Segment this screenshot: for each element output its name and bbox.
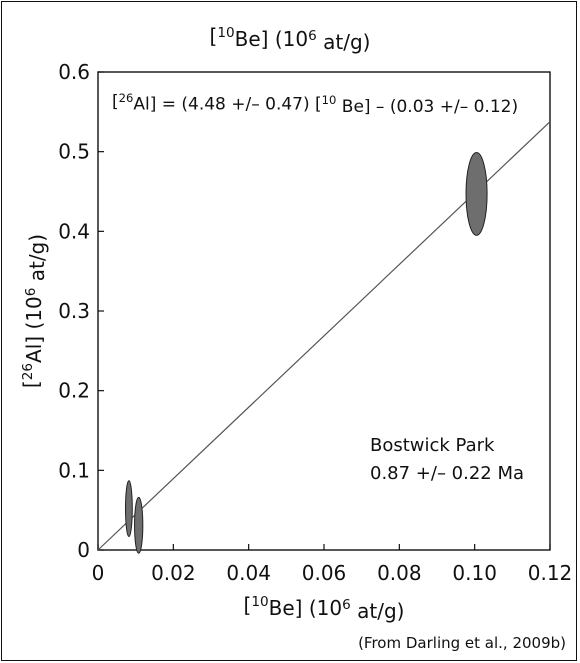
y-axis-title-group: [26Al] (106 at/g)	[19, 234, 49, 388]
x-tick-label: 0.04	[226, 561, 271, 585]
x-tick-label: 0.10	[452, 561, 497, 585]
fit-equation: [26Al] = (4.48 +/– 0.47) [10 Be] – (0.03…	[112, 91, 518, 117]
top-axis-label: [10Be] (106 at/g)	[210, 24, 371, 54]
x-tick-label: 0.08	[377, 561, 422, 585]
x-tick-label: 0.12	[528, 561, 573, 585]
x-axis-title: [10Be] (106 at/g)	[244, 593, 405, 623]
data-ellipse	[124, 480, 133, 537]
y-tick-label: 0	[77, 538, 90, 562]
y-tick-label: 0.2	[58, 379, 90, 403]
y-tick-label: 0.5	[58, 140, 90, 164]
y-axis-title: [26Al] (106 at/g)	[19, 234, 49, 388]
x-tick-label: 0.06	[302, 561, 347, 585]
y-tick-label: 0.3	[58, 299, 90, 323]
x-tick-label: 0	[92, 561, 105, 585]
x-tick-label: 0.02	[151, 561, 196, 585]
annotation-line: 0.87 +/– 0.22 Ma	[370, 463, 524, 484]
y-tick-label: 0.4	[58, 219, 90, 243]
data-ellipse	[465, 151, 488, 236]
source-credit: (From Darling et al., 2009b)	[358, 634, 566, 652]
y-tick-label: 0.1	[58, 458, 90, 482]
data-ellipse	[134, 496, 144, 554]
annotation-line: Bostwick Park	[370, 435, 495, 456]
y-tick-label: 0.6	[58, 60, 90, 84]
